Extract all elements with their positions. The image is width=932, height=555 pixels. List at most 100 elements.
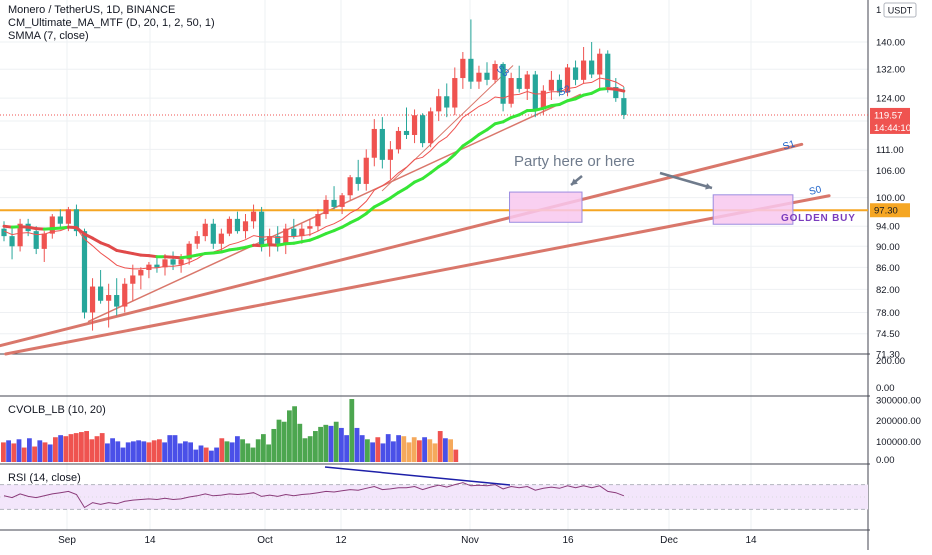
candle-body — [452, 78, 457, 107]
candle-body — [605, 54, 610, 87]
volume-bar — [297, 424, 302, 462]
indicator-ultimate-ma[interactable]: CM_Ultimate_MA_MTF (D, 20, 1, 2, 50, 1) — [8, 17, 215, 30]
volume-bar — [105, 443, 110, 462]
buy-zone-1 — [510, 192, 582, 222]
volume-bar — [32, 447, 37, 462]
currency-button-label: USDT — [888, 6, 913, 16]
volume-bar — [412, 437, 417, 462]
candle-body — [259, 212, 264, 247]
volume-bar — [292, 406, 297, 462]
volume-bar — [147, 442, 152, 462]
time-tick-label: 14 — [745, 535, 757, 546]
volume-bar — [53, 437, 58, 462]
symbol-title[interactable]: Monero / TetherUS, 1D, BINANCE — [8, 4, 215, 17]
volume-bar — [115, 441, 120, 462]
volume-bar — [79, 432, 84, 462]
volume-bar — [277, 420, 282, 462]
candle-body — [122, 284, 127, 307]
volume-bar — [245, 443, 250, 462]
volume-bar — [329, 426, 334, 462]
indicator-smma[interactable]: SMMA (7, close) — [8, 30, 215, 43]
volume-bar — [84, 431, 89, 462]
volume-bar — [74, 433, 79, 462]
countdown-value: 14:44:10 — [874, 123, 911, 134]
volume-bar — [349, 399, 354, 462]
volume-bar — [37, 440, 42, 462]
candle-body — [404, 131, 409, 135]
volume-bar — [22, 448, 27, 462]
volume-bar — [453, 450, 458, 462]
volume-bar — [381, 443, 386, 462]
candle-body — [525, 74, 530, 88]
candle-body — [114, 295, 119, 307]
time-tick-label: 12 — [335, 535, 347, 546]
candle-body — [203, 224, 208, 236]
candle-body — [444, 96, 449, 107]
candle-body — [170, 259, 175, 264]
price-tick-label: 140.00 — [876, 38, 905, 49]
candle-body — [460, 59, 465, 78]
volume-bar — [188, 442, 193, 462]
volume-bar — [396, 435, 401, 462]
volume-bar — [48, 444, 53, 462]
rsi-band — [0, 485, 868, 510]
volume-bar — [100, 433, 105, 462]
candle-body — [235, 219, 240, 231]
candle-body — [106, 295, 111, 301]
volume-bar — [344, 435, 349, 462]
volume-tick-label: 100000.00 — [876, 437, 921, 448]
volume-bar — [355, 428, 360, 462]
candle-body — [420, 115, 425, 143]
volume-bar — [110, 438, 115, 462]
volume-legend: CVOLB_LB (10, 20) — [8, 404, 106, 417]
volume-bar — [318, 427, 323, 462]
candle-body — [291, 229, 296, 236]
candle-body — [476, 73, 481, 82]
candle-body — [98, 287, 103, 301]
price-tick-label: 78.00 — [876, 308, 900, 319]
volume-bar — [235, 436, 240, 462]
candle-body — [66, 209, 71, 223]
candle-body — [251, 212, 256, 222]
candle-body — [380, 129, 385, 160]
time-tick-label: 16 — [562, 535, 574, 546]
candle-body — [130, 275, 135, 283]
volume-bar — [225, 441, 230, 462]
volume-tick-label: 300000.00 — [876, 396, 921, 407]
candle-body — [340, 195, 345, 207]
support-level-value: 97.30 — [874, 206, 898, 217]
volume-bar — [287, 410, 292, 462]
rsi-legend: RSI (14, close) — [8, 472, 81, 485]
time-tick-label: Dec — [660, 535, 678, 546]
candle-body — [388, 149, 393, 160]
volume-bar — [438, 431, 443, 462]
candle-body — [533, 74, 538, 109]
volume-bar — [131, 441, 136, 462]
candle-body — [219, 234, 224, 244]
indicator-rsi[interactable]: RSI (14, close) — [8, 472, 81, 485]
volume-bar — [43, 442, 48, 462]
candle-body — [211, 224, 216, 244]
volume-bar — [401, 436, 406, 462]
volume-bar — [27, 438, 32, 462]
volume-bar — [407, 442, 412, 462]
indicator-cvolb[interactable]: CVOLB_LB (10, 20) — [8, 404, 106, 417]
volume-bar — [422, 437, 427, 462]
candle-body — [195, 236, 200, 244]
price-tick-label: 74.50 — [876, 329, 900, 340]
volume-bar — [157, 439, 162, 462]
volume-bar — [173, 435, 178, 462]
candle-body — [154, 265, 159, 268]
candle-body — [227, 219, 232, 234]
candle-body — [146, 265, 151, 270]
volume-bar — [136, 440, 141, 462]
candle-body — [549, 80, 554, 91]
candle-body — [436, 96, 441, 111]
volume-bar — [126, 442, 131, 462]
candle-body — [581, 61, 586, 80]
volume-bar — [448, 439, 453, 462]
candle-body — [509, 78, 514, 104]
candle-body — [589, 61, 594, 75]
volume-bar — [69, 434, 74, 462]
